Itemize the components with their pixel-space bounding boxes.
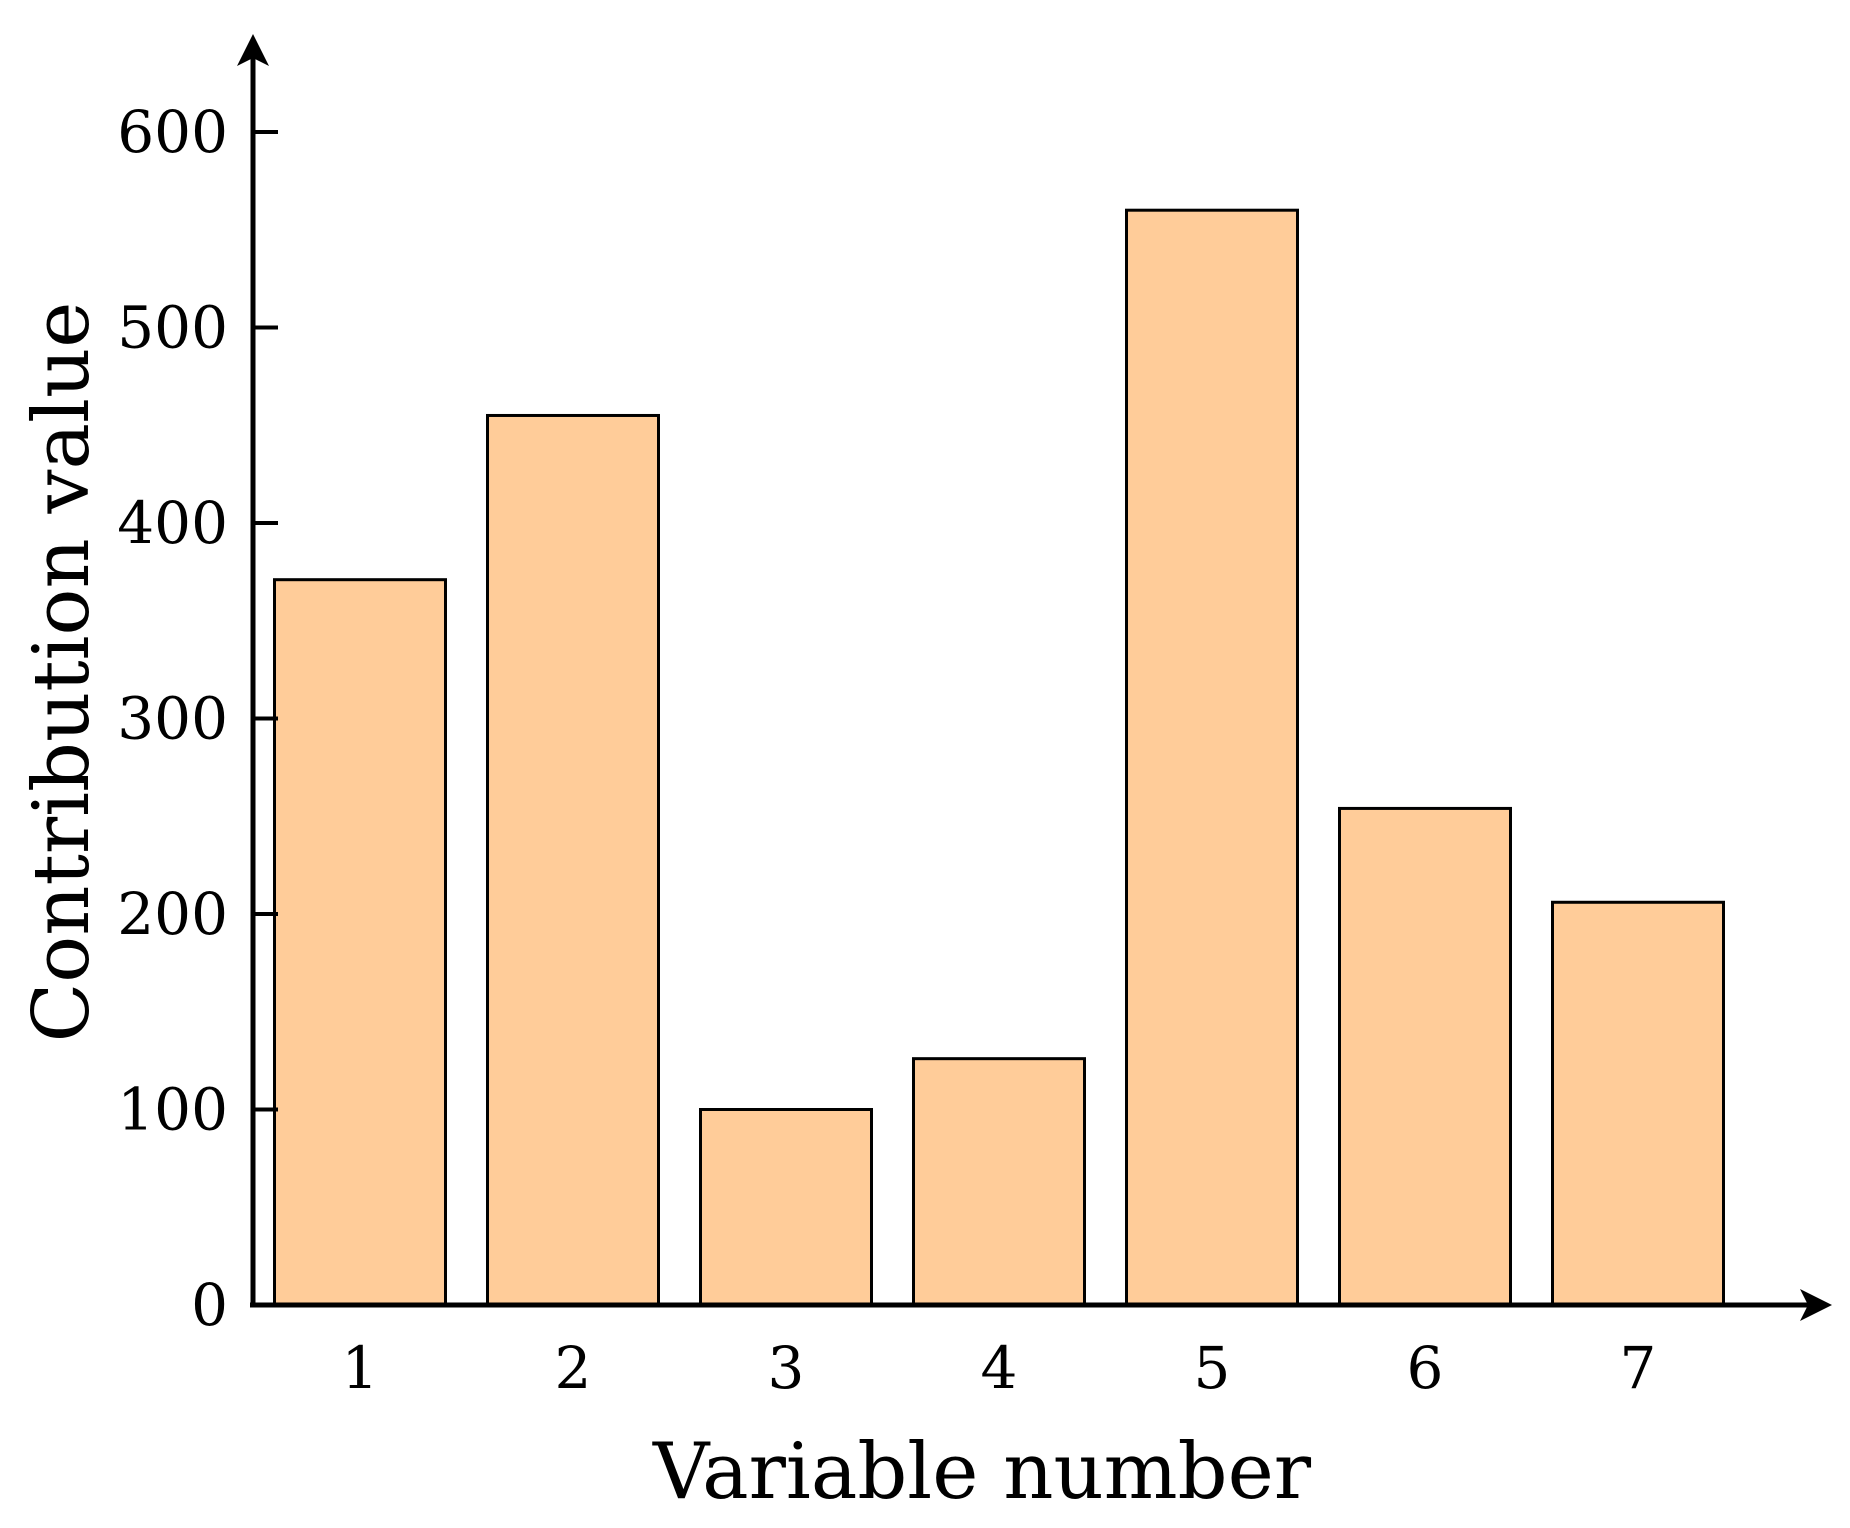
- bars-layer: [273, 208, 1725, 1307]
- y-tick-label: 0: [191, 1271, 228, 1339]
- y-tick-label: 200: [117, 880, 228, 948]
- y-ticks-layer: 0 100 200 300 400 500 600: [117, 98, 278, 1339]
- y-axis-title: Contribution value: [17, 302, 107, 1043]
- bar-2: [486, 413, 660, 1307]
- y-tick-label: 400: [117, 489, 228, 557]
- x-tick-label: 7: [1620, 1334, 1657, 1402]
- bar-1: [273, 578, 447, 1307]
- y-tick-label: 100: [117, 1076, 228, 1144]
- x-axis-arrow-icon: [1800, 1289, 1832, 1321]
- x-tick-label: 4: [981, 1334, 1018, 1402]
- y-tick-label: 600: [117, 98, 228, 166]
- y-tick-label: 300: [117, 685, 228, 753]
- bar-6: [1338, 806, 1512, 1307]
- bar-3: [699, 1108, 873, 1307]
- x-tick-label: 1: [342, 1334, 379, 1402]
- x-ticks-layer: 1 2 3 4 5 6 7: [342, 1334, 1657, 1402]
- x-tick-label: 3: [768, 1334, 805, 1402]
- x-axis-title: Variable number: [652, 1427, 1312, 1517]
- bar-7: [1551, 900, 1725, 1307]
- x-tick-label: 2: [555, 1334, 592, 1402]
- y-tick-label: 500: [117, 294, 228, 362]
- y-axis-arrow-icon: [237, 34, 269, 66]
- axes-layer: [237, 34, 1832, 1321]
- x-tick-label: 5: [1194, 1334, 1231, 1402]
- bar-5: [1125, 208, 1299, 1307]
- bar-4: [912, 1057, 1086, 1307]
- x-tick-label: 6: [1407, 1334, 1444, 1402]
